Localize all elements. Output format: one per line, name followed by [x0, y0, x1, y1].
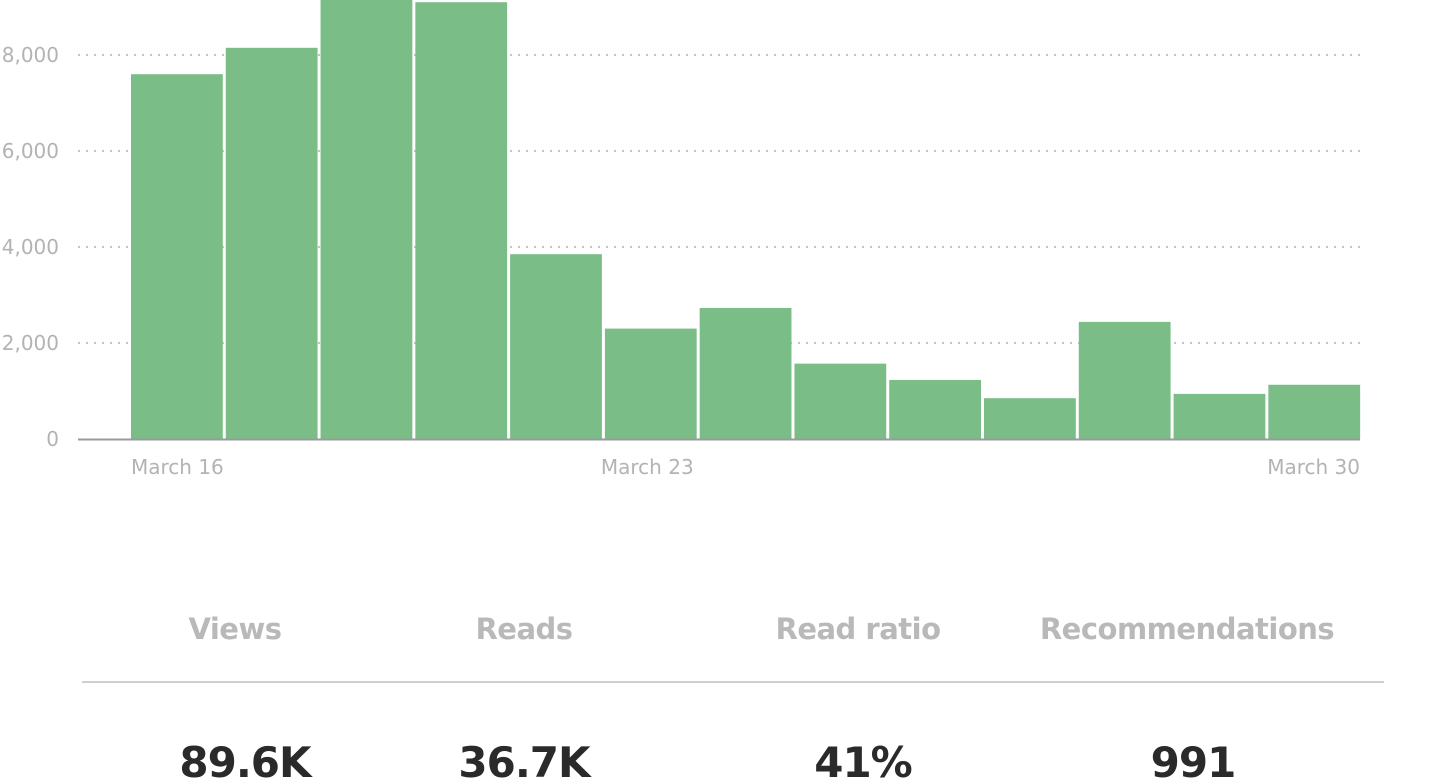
bar — [131, 74, 223, 439]
y-tick-label: 6,000 — [2, 139, 59, 163]
x-tick-label: March 23 — [601, 455, 694, 479]
bar — [320, 0, 413, 439]
x-tick-label: March 16 — [131, 455, 224, 479]
stat-value-recommendations: 991 — [1150, 738, 1237, 780]
bar — [225, 47, 318, 440]
stat-value-reads: 36.7K — [458, 738, 590, 780]
stat-label-views: Views — [188, 612, 282, 646]
y-tick-label: 8,000 — [2, 43, 59, 67]
bar — [510, 254, 602, 439]
stat-value-views: 89.6K — [179, 738, 311, 780]
y-tick-label: 2,000 — [2, 331, 59, 355]
x-tick-label: March 30 — [1267, 455, 1360, 479]
bar — [604, 328, 697, 439]
bar — [794, 363, 887, 439]
bar — [984, 398, 1076, 439]
stat-label-reads: Reads — [475, 612, 573, 646]
views-bar-chart: 0 2,000 4,000 6,000 8,000 March 16 March 23 Mar… — [2, 0, 1361, 479]
bar — [1173, 393, 1266, 439]
y-tick-label: 0 — [46, 427, 59, 451]
bar — [889, 379, 982, 439]
stats-divider — [82, 681, 1384, 683]
bar — [1078, 321, 1171, 439]
stat-label-read-ratio: Read ratio — [775, 612, 941, 646]
bar — [1268, 384, 1361, 439]
stat-label-recommendations: Recommendations — [1039, 612, 1335, 646]
y-tick-label: 4,000 — [2, 235, 59, 259]
bar — [699, 307, 792, 439]
bar — [415, 2, 508, 439]
stat-value-read-ratio: 41% — [814, 738, 913, 780]
